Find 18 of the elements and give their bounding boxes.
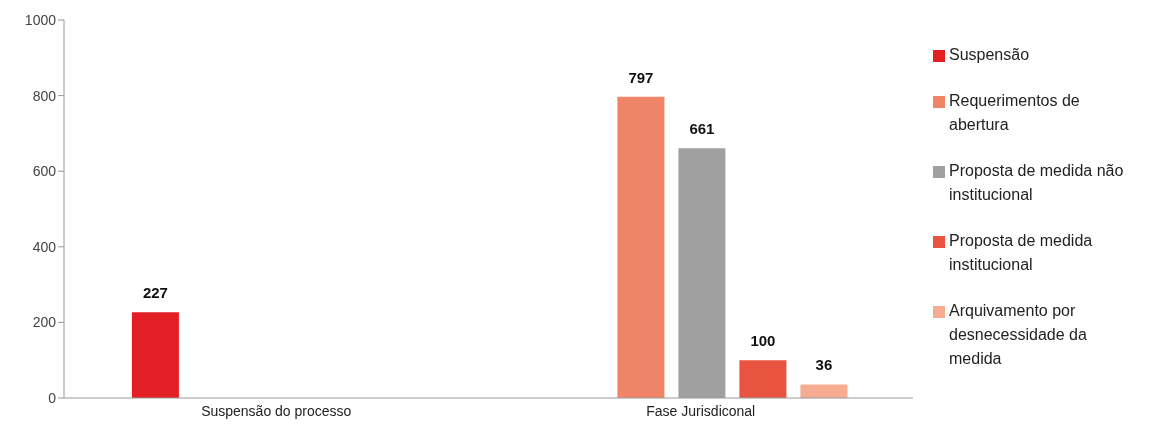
- y-tick-label: 200: [32, 314, 57, 331]
- data-label: 100: [750, 332, 776, 350]
- legend-label: Requerimentos de abertura: [949, 91, 1081, 135]
- y-tick-label: 600: [32, 163, 57, 180]
- data-label: 36: [815, 356, 833, 374]
- y-tick-label: 0: [48, 389, 57, 406]
- data-label: 797: [628, 68, 654, 86]
- legend-label: Arquivamento por desnecessidade da medida: [949, 301, 1088, 369]
- y-tick-label: 400: [32, 238, 57, 255]
- x-tick-label: Fase Jurisdiconal: [646, 402, 756, 419]
- legend-label: Proposta de medida não institucional: [949, 161, 1125, 205]
- y-tick-label: 1000: [24, 11, 57, 28]
- data-label: 227: [142, 284, 168, 302]
- legend-label: Proposta de medida institucional: [949, 231, 1094, 275]
- y-tick-label: 800: [32, 87, 57, 104]
- x-tick-label: Suspensão do processo: [201, 402, 352, 419]
- legend-label: Suspensão: [949, 45, 1030, 65]
- data-label: 661: [689, 120, 715, 138]
